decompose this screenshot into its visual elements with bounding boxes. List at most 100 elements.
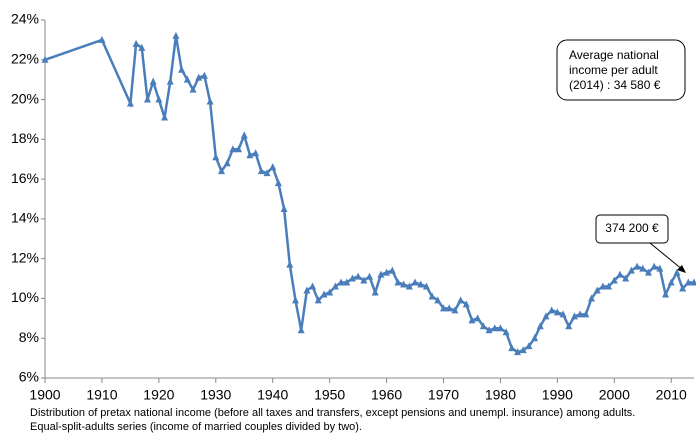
point (291, 296, 299, 304)
point (240, 131, 248, 139)
point (474, 314, 482, 322)
x-tick-label: 1900 (29, 387, 60, 403)
point (548, 306, 556, 314)
point (223, 159, 231, 167)
note: Equal-split-adults series (income of mar… (30, 421, 362, 433)
x-tick-label: 1960 (371, 387, 402, 403)
point (553, 308, 561, 316)
point (650, 262, 658, 270)
point (496, 324, 504, 332)
point (485, 326, 493, 334)
point (206, 97, 214, 105)
arrow-head (677, 265, 686, 273)
annotation: 374 200 € (605, 221, 659, 235)
y-tick-label: 6% (19, 369, 39, 385)
point (212, 153, 220, 161)
point (303, 286, 311, 294)
point (149, 77, 157, 85)
callout-arrow (649, 242, 684, 271)
point (331, 282, 339, 290)
point (172, 31, 180, 39)
point (599, 282, 607, 290)
point (633, 262, 641, 270)
point (371, 288, 379, 296)
point (388, 266, 396, 274)
point (514, 348, 522, 356)
point (451, 306, 459, 314)
point (565, 322, 573, 330)
point (502, 328, 510, 336)
point (229, 145, 237, 153)
point (263, 169, 271, 177)
x-tick-label: 2010 (656, 387, 687, 403)
callout-box (595, 214, 669, 244)
point (462, 300, 470, 308)
point (491, 324, 499, 332)
x-tick-label: 2000 (599, 387, 630, 403)
point (309, 282, 317, 290)
point (200, 71, 208, 79)
point (479, 322, 487, 330)
note: Distribution of pretax national income (… (30, 407, 635, 419)
point (138, 43, 146, 51)
point (269, 163, 277, 171)
point (445, 304, 453, 312)
point (422, 282, 430, 290)
point (622, 274, 630, 282)
point (366, 272, 373, 280)
point (468, 316, 476, 324)
point (570, 312, 578, 320)
point (644, 268, 652, 276)
point (690, 278, 696, 286)
x-tick-label: 1910 (86, 387, 117, 403)
point (257, 167, 265, 175)
point (348, 274, 356, 282)
point (428, 292, 436, 300)
x-tick-label: 1990 (542, 387, 573, 403)
y-tick-label: 22% (11, 50, 39, 66)
point (360, 276, 368, 284)
point (610, 276, 618, 284)
point (383, 268, 391, 276)
y-tick-label: 10% (11, 289, 39, 305)
point (161, 113, 169, 121)
point (559, 310, 567, 318)
point (525, 342, 533, 350)
point (178, 65, 186, 73)
point (326, 288, 334, 296)
point (434, 296, 442, 304)
point (616, 270, 624, 278)
x-tick-label: 1980 (485, 387, 516, 403)
point (536, 322, 544, 330)
x-tick-label: 1920 (143, 387, 174, 403)
point (377, 270, 385, 278)
point (41, 55, 49, 63)
point (639, 264, 647, 272)
x-tick-label: 1950 (314, 387, 345, 403)
point (217, 167, 225, 175)
annotation: income per adult (569, 63, 658, 77)
point (542, 312, 550, 320)
point (246, 151, 254, 159)
point (457, 296, 465, 304)
point (508, 344, 516, 352)
point (656, 264, 664, 272)
point (627, 266, 635, 274)
point (582, 310, 590, 318)
x-tick-label: 1930 (200, 387, 231, 403)
point (166, 77, 174, 85)
y-tick-label: 14% (11, 210, 39, 226)
point (588, 294, 596, 302)
y-tick-label: 8% (19, 329, 39, 345)
point (235, 145, 243, 153)
point (662, 290, 670, 298)
point (576, 310, 584, 318)
point (286, 260, 294, 268)
point (593, 286, 601, 294)
y-tick-label: 18% (11, 130, 39, 146)
annotation: (2014) : 34 580 € (569, 78, 661, 92)
point (354, 272, 362, 280)
y-tick-label: 24% (11, 11, 39, 27)
point (519, 346, 527, 354)
